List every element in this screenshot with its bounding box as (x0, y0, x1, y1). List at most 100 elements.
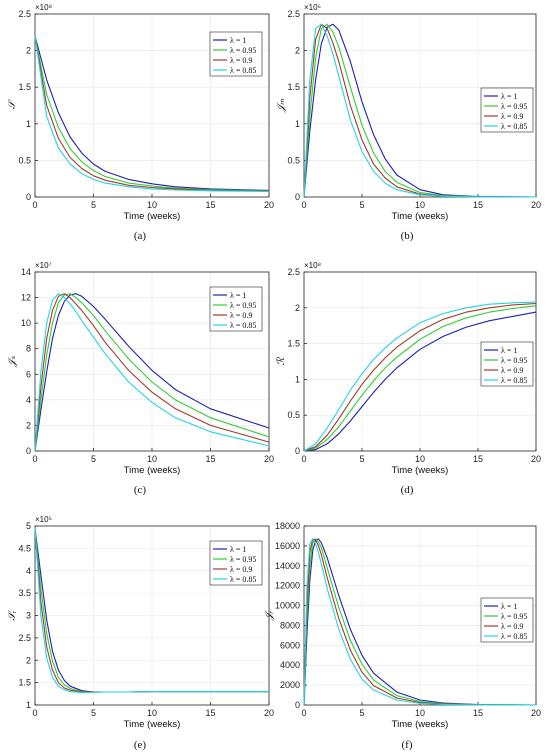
series-line-2 (303, 538, 537, 706)
series-line-3 (303, 538, 537, 706)
x-axis-label: Time (weeks) (124, 465, 181, 476)
x-axis-label: Time (weeks) (392, 719, 449, 730)
y-axis-multiplier: ×10⁸ (35, 3, 52, 12)
legend: λ = 1λ = 0.95λ = 0.9λ = 0.85 (209, 31, 263, 77)
legend-label: λ = 0.95 (230, 555, 256, 564)
y-axis-label: 𝒥ₘ (276, 98, 287, 113)
legend-label: λ = 1 (230, 545, 246, 554)
legend-label: λ = 0.95 (501, 612, 527, 621)
x-tick-label: 15 (473, 708, 483, 718)
legend-label: λ = 0.95 (501, 102, 527, 111)
y-tick-label: 0.5 (287, 155, 300, 165)
y-tick-label: 1 (26, 700, 31, 710)
y-tick-label: 12000 (275, 581, 300, 591)
y-tick-label: 18000 (275, 521, 300, 531)
x-tick-label: 5 (91, 708, 96, 718)
y-tick-label: 2 (295, 303, 300, 313)
x-tick-label: 5 (91, 454, 96, 464)
series-line-4 (303, 301, 537, 452)
panel-caption: (a) (134, 230, 147, 242)
y-axis-multiplier: ×10⁵ (35, 515, 52, 524)
y-axis-multiplier: ×10⁷ (35, 261, 52, 270)
legend-label: λ = 1 (501, 602, 517, 611)
y-tick-label: 6 (26, 369, 31, 379)
y-tick-label: 2.5 (287, 267, 300, 277)
series-line-1 (303, 23, 537, 198)
series-line-2 (303, 23, 537, 198)
x-tick-label: 0 (32, 200, 37, 210)
x-axis-label: Time (weeks) (124, 211, 181, 222)
legend: λ = 1λ = 0.95λ = 0.9λ = 0.85 (209, 540, 263, 586)
y-tick-label: 2 (26, 420, 31, 430)
chart-panel-b: 0 5 10 15 20 0 0.5 1 1.5 2 2.5 ×10⁵ Time (weeks) 𝒥ₘ λ … (276, 3, 541, 242)
y-tick-label: 0 (295, 192, 300, 202)
legend-label: λ = 1 (501, 346, 517, 355)
y-tick-label: 0 (295, 446, 300, 456)
y-tick-label: 5 (26, 521, 31, 531)
panel-caption: (e) (134, 739, 147, 751)
chart-panel-f: 0 5 10 15 20 0 2000 4000 6000 8000 10000 12000 14000… (264, 521, 541, 751)
y-tick-label: 0 (26, 446, 31, 456)
x-axis-label: Time (weeks) (392, 211, 449, 222)
x-tick-label: 5 (91, 200, 96, 210)
y-tick-label: 2 (295, 46, 300, 56)
x-axis-label: Time (weeks) (124, 719, 181, 730)
x-tick-label: 15 (473, 454, 483, 464)
y-tick-label: 1.5 (18, 82, 31, 92)
legend-label: λ = 0.9 (501, 622, 523, 631)
x-tick-label: 20 (264, 200, 274, 210)
legend-label: λ = 0.85 (230, 575, 256, 584)
legend-label: λ = 1 (230, 36, 246, 45)
series-line-3 (303, 302, 537, 452)
legend-label: λ = 0.9 (230, 311, 252, 320)
series-line-4 (34, 528, 269, 694)
y-tick-label: 14000 (275, 561, 300, 571)
y-tick-label: 2000 (280, 680, 300, 690)
legend-box (480, 341, 534, 387)
legend-label: λ = 1 (230, 291, 246, 300)
y-tick-label: 14 (21, 267, 31, 277)
series-line-1 (34, 35, 270, 191)
y-tick-label: 0 (26, 192, 31, 202)
series-line-4 (303, 23, 537, 198)
legend-label: λ = 1 (501, 92, 517, 101)
y-tick-label: 4 (26, 395, 31, 405)
x-tick-label: 20 (531, 200, 541, 210)
legend-label: λ = 0.9 (230, 565, 252, 574)
y-tick-label: 1.5 (287, 82, 300, 92)
x-tick-label: 20 (264, 454, 274, 464)
y-tick-label: 1 (26, 119, 31, 129)
legend-label: λ = 0.85 (230, 321, 256, 330)
y-tick-label: 16000 (275, 541, 300, 551)
y-axis-multiplier: ×10⁸ (304, 261, 321, 270)
x-tick-label: 0 (32, 454, 37, 464)
x-tick-label: 5 (359, 200, 364, 210)
series-line-2 (34, 293, 270, 452)
x-tick-label: 10 (147, 454, 157, 464)
x-tick-label: 15 (473, 200, 483, 210)
y-tick-label: 0.5 (18, 155, 31, 165)
legend-box (480, 87, 534, 133)
y-tick-label: 2.5 (18, 633, 31, 643)
x-tick-label: 15 (205, 200, 215, 210)
y-tick-label: 1 (295, 119, 300, 129)
y-axis-label: 𝒮 (7, 98, 18, 109)
series-line-4 (303, 538, 537, 706)
series-line-4 (34, 293, 270, 452)
legend-box (209, 540, 263, 586)
y-tick-label: 2.5 (18, 9, 31, 19)
legend-box (480, 597, 534, 643)
y-tick-label: 8 (26, 344, 31, 354)
y-tick-label: 10000 (275, 601, 300, 611)
legend: λ = 1λ = 0.95λ = 0.9λ = 0.85 (480, 597, 534, 643)
chart-panel-e: 0 5 10 15 20 1 1.5 2 2.5 3 3.5 4 4.5 5 ×10⁵ Time (weeks… (7, 515, 274, 751)
y-tick-label: 1 (295, 374, 300, 384)
x-tick-label: 0 (301, 454, 306, 464)
chart-panel-a: 0 5 10 15 20 0 0.5 1 1.5 2 2.5 ×10⁸ Time (weeks) 𝒮λ =… (7, 3, 274, 242)
legend-label: λ = 0.9 (501, 112, 523, 121)
legend-label: λ = 0.95 (501, 356, 527, 365)
y-tick-label: 4000 (280, 660, 300, 670)
x-tick-label: 15 (205, 454, 215, 464)
x-tick-label: 20 (264, 708, 274, 718)
